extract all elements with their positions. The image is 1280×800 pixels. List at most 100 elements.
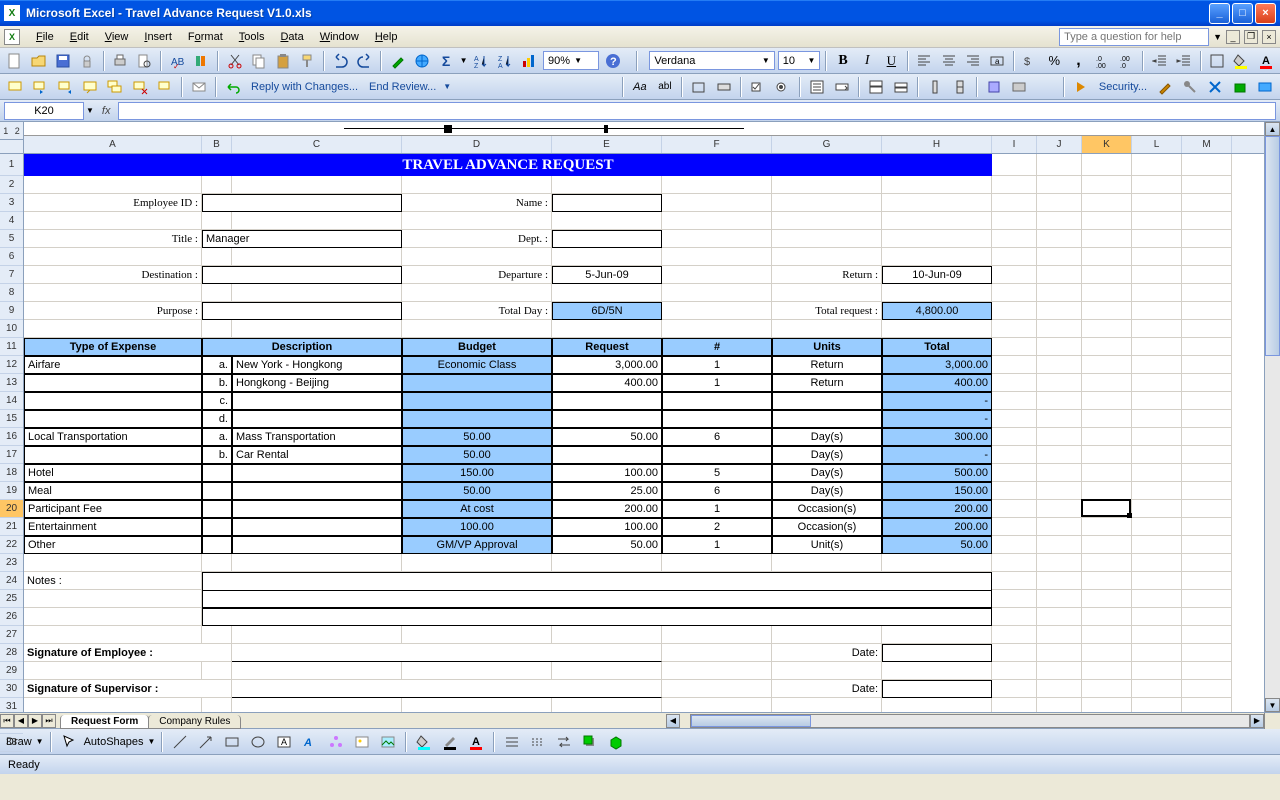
send-mail-button[interactable] xyxy=(188,76,210,98)
format-painter-button[interactable] xyxy=(297,50,318,72)
button-button[interactable] xyxy=(713,76,735,98)
paste-button[interactable] xyxy=(273,50,294,72)
diagram-button[interactable] xyxy=(325,731,347,753)
row-header-15[interactable]: 15 xyxy=(0,410,23,428)
menu-format[interactable]: Format xyxy=(180,29,231,45)
checkbox-button[interactable] xyxy=(747,76,769,98)
scroll-right-button[interactable]: ▶ xyxy=(1250,714,1264,728)
comma-button[interactable]: , xyxy=(1068,50,1089,72)
help-button[interactable]: ? xyxy=(602,50,623,72)
control-properties-button[interactable] xyxy=(983,76,1005,98)
vscroll-track[interactable] xyxy=(1265,136,1280,698)
close-button[interactable]: × xyxy=(1255,3,1276,24)
new-button[interactable] xyxy=(4,50,25,72)
fx-icon[interactable]: fx xyxy=(102,105,111,117)
menu-tools[interactable]: Tools xyxy=(231,29,273,45)
tab-next-button[interactable]: ▶ xyxy=(28,714,42,728)
3d-button[interactable] xyxy=(605,731,627,753)
bold-button[interactable]: B xyxy=(832,50,853,72)
merge-center-button[interactable]: a xyxy=(986,50,1007,72)
row-header-24[interactable]: 24 xyxy=(0,572,23,590)
col-header-F[interactable]: F xyxy=(662,136,772,153)
decrease-indent-button[interactable] xyxy=(1149,50,1170,72)
help-search-input[interactable] xyxy=(1059,28,1209,46)
delete-comment-button[interactable] xyxy=(129,76,151,98)
scrollbar-button[interactable] xyxy=(924,76,946,98)
row-header-25[interactable]: 25 xyxy=(0,590,23,608)
vertical-scrollbar[interactable]: ▲ ▼ xyxy=(1264,122,1280,712)
row-header-26[interactable]: 26 xyxy=(0,608,23,626)
doc-minimize-button[interactable]: _ xyxy=(1226,30,1240,44)
row-header-7[interactable]: 7 xyxy=(0,266,23,284)
line-color-button[interactable] xyxy=(439,731,461,753)
textbox-draw-button[interactable]: A xyxy=(273,731,295,753)
row-header-2[interactable]: 2 xyxy=(0,176,23,194)
next-comment-button[interactable] xyxy=(54,76,76,98)
option-button[interactable] xyxy=(772,76,794,98)
permission-button[interactable] xyxy=(76,50,97,72)
namebox-dropdown-icon[interactable]: ▼ xyxy=(86,106,94,115)
picture-button[interactable] xyxy=(377,731,399,753)
row-header-12[interactable]: 12 xyxy=(0,356,23,374)
row-header-18[interactable]: 18 xyxy=(0,464,23,482)
row-header-21[interactable]: 21 xyxy=(0,518,23,536)
ink-button[interactable] xyxy=(387,50,408,72)
scroll-up-button[interactable]: ▲ xyxy=(1265,122,1280,136)
edit-code-button[interactable] xyxy=(1008,76,1030,98)
spelling-button[interactable]: AB✓ xyxy=(167,50,188,72)
minimize-button[interactable]: _ xyxy=(1209,3,1230,24)
col-header-D[interactable]: D xyxy=(402,136,552,153)
row-header-5[interactable]: 5 xyxy=(0,230,23,248)
increase-decimal-button[interactable]: .0.00 xyxy=(1092,50,1113,72)
new-comment-button[interactable] xyxy=(4,76,26,98)
tab-prev-button[interactable]: ◀ xyxy=(14,714,28,728)
row-header-6[interactable]: 6 xyxy=(0,248,23,266)
percent-button[interactable]: % xyxy=(1044,50,1065,72)
groupbox-button[interactable] xyxy=(688,76,710,98)
underline-button[interactable]: U xyxy=(881,50,902,72)
row-header-10[interactable]: 10 xyxy=(0,320,23,338)
row-header-17[interactable]: 17 xyxy=(0,446,23,464)
col-header-L[interactable]: L xyxy=(1132,136,1182,153)
ink-comment-button[interactable] xyxy=(154,76,176,98)
row-header-11[interactable]: 11 xyxy=(0,338,23,356)
decrease-decimal-button[interactable]: .00.0 xyxy=(1116,50,1137,72)
print-button[interactable] xyxy=(110,50,131,72)
menu-insert[interactable]: Insert xyxy=(136,29,180,45)
arrow-button[interactable] xyxy=(195,731,217,753)
row-header-20[interactable]: 20 xyxy=(0,500,23,518)
scroll-left-button[interactable]: ◀ xyxy=(666,714,680,728)
menu-window[interactable]: Window xyxy=(312,29,367,45)
scroll-down-button[interactable]: ▼ xyxy=(1265,698,1280,712)
row-header-13[interactable]: 13 xyxy=(0,374,23,392)
col-header-K[interactable]: K xyxy=(1082,136,1132,153)
sheet-tab-request-form[interactable]: Request Form xyxy=(60,715,149,729)
show-all-comments-button[interactable] xyxy=(104,76,126,98)
row-header-28[interactable]: 28 xyxy=(0,644,23,662)
reply-arrow-icon[interactable] xyxy=(222,76,244,98)
italic-button[interactable]: I xyxy=(857,50,878,72)
increase-indent-button[interactable] xyxy=(1173,50,1194,72)
font-color-draw-button[interactable]: A xyxy=(465,731,487,753)
security-tool2-button[interactable] xyxy=(1179,76,1201,98)
clipart-button[interactable] xyxy=(351,731,373,753)
reply-changes-button[interactable]: Reply with Changes... xyxy=(247,81,362,93)
prev-comment-button[interactable] xyxy=(29,76,51,98)
end-review-button[interactable]: End Review... xyxy=(365,81,440,93)
autosum-dropdown-icon[interactable]: ▼ xyxy=(460,56,468,65)
menu-view[interactable]: View xyxy=(97,29,137,45)
col-header-J[interactable]: J xyxy=(1037,136,1082,153)
review-overflow-icon[interactable]: ▼ xyxy=(443,82,451,91)
menu-file[interactable]: File xyxy=(28,29,62,45)
security-tool4-button[interactable] xyxy=(1229,76,1251,98)
tab-last-button[interactable]: ⏭ xyxy=(42,714,56,728)
row-header-22[interactable]: 22 xyxy=(0,536,23,554)
shadow-button[interactable] xyxy=(579,731,601,753)
help-dropdown-arrow[interactable]: ▼ xyxy=(1213,32,1222,42)
row-header-4[interactable]: 4 xyxy=(0,212,23,230)
col-header-I[interactable]: I xyxy=(992,136,1037,153)
dash-style-button[interactable] xyxy=(527,731,549,753)
font-color-button[interactable]: A xyxy=(1255,50,1276,72)
fill-color-button[interactable] xyxy=(1231,50,1252,72)
row-header-14[interactable]: 14 xyxy=(0,392,23,410)
